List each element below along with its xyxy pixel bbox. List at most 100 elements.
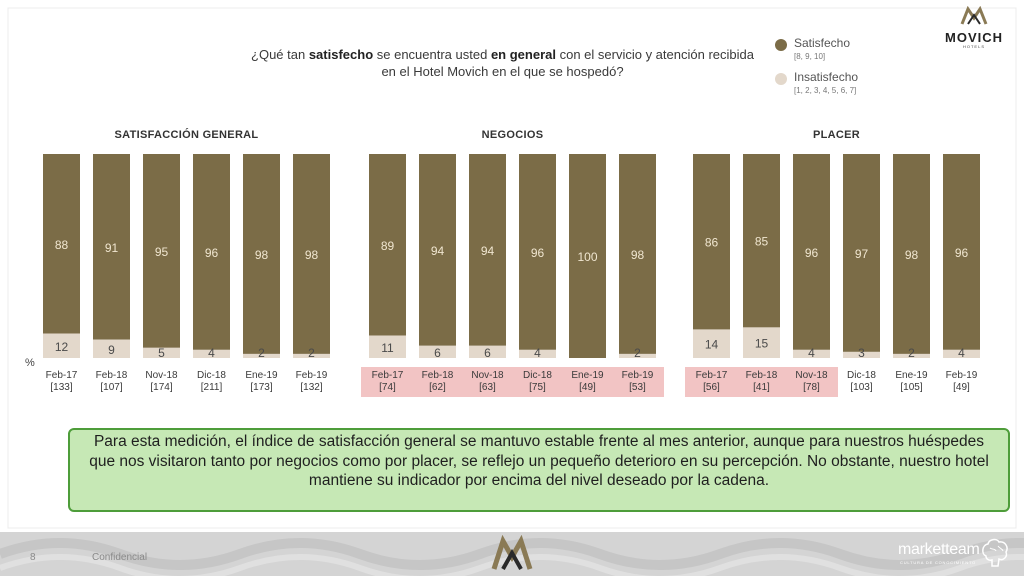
question-bold-2: en general xyxy=(490,47,556,62)
base-label-negocios-feb-19: [53] xyxy=(629,382,646,393)
value-label-unsatisfied-satisfaccion-general-feb-19: 2 xyxy=(308,346,315,360)
category-label-placer-nov-18: Nov-18 xyxy=(795,370,828,381)
base-label-placer-feb-17: [56] xyxy=(703,382,720,393)
value-label-unsatisfied-satisfaccion-general-ene-19: 2 xyxy=(258,346,265,360)
bar-unsatisfied-satisfaccion-general-nov-18 xyxy=(143,347,180,358)
value-label-satisfied-negocios-feb-18: 94 xyxy=(431,244,445,258)
bar-satisfied-negocios-dic-18 xyxy=(519,154,556,350)
footer: 8 Confidencial marketteam CULTURA DE CON… xyxy=(0,532,1024,576)
bar-satisfied-placer-nov-18 xyxy=(793,154,830,350)
category-label-satisfaccion-general-feb-18: Feb-18 xyxy=(96,370,128,381)
logo-wordmark: MOVICH xyxy=(945,30,1003,45)
marketteam-brand: marketteam xyxy=(898,541,980,558)
bar-unsatisfied-placer-feb-18 xyxy=(743,327,780,358)
base-label-negocios-feb-17: [74] xyxy=(379,382,396,393)
bar-satisfied-negocios-feb-17 xyxy=(369,154,406,336)
category-label-negocios-nov-18: Nov-18 xyxy=(471,370,504,381)
value-label-unsatisfied-negocios-feb-18: 6 xyxy=(434,346,441,360)
legend-item-satisfied: Satisfecho [8, 9, 10] xyxy=(775,36,915,70)
value-label-unsatisfied-negocios-dic-18: 4 xyxy=(534,346,541,360)
question-part-2: se encuentra usted xyxy=(373,47,491,62)
value-label-satisfied-placer-feb-17: 86 xyxy=(705,236,719,250)
base-label-satisfaccion-general-feb-17: [133] xyxy=(50,382,72,393)
value-label-unsatisfied-negocios-feb-19: 2 xyxy=(634,346,641,360)
value-label-unsatisfied-negocios-feb-17: 11 xyxy=(381,341,394,355)
base-label-satisfaccion-general-feb-18: [107] xyxy=(100,382,122,393)
base-label-negocios-nov-18: [63] xyxy=(479,382,496,393)
movich-logo: MOVICH HOTELS xyxy=(943,5,1005,50)
value-label-satisfied-satisfaccion-general-feb-19: 98 xyxy=(305,248,319,262)
bar-satisfied-satisfaccion-general-ene-19 xyxy=(243,154,280,354)
legend-item-unsatisfied: Insatisfecho [1, 2, 3, 4, 5, 6, 7] xyxy=(775,70,915,104)
page-number: 8 xyxy=(30,552,36,563)
value-label-unsatisfied-satisfaccion-general-dic-18: 4 xyxy=(208,346,215,360)
bar-satisfied-negocios-nov-18 xyxy=(469,154,506,346)
bar-satisfied-placer-dic-18 xyxy=(843,154,880,352)
chart-legend: Satisfecho [8, 9, 10] Insatisfecho [1, 2… xyxy=(775,36,915,104)
category-label-placer-dic-18: Dic-18 xyxy=(847,370,876,381)
value-label-satisfied-satisfaccion-general-feb-17: 88 xyxy=(55,238,69,252)
value-label-unsatisfied-placer-feb-19: 4 xyxy=(958,346,965,360)
bar-satisfied-negocios-feb-19 xyxy=(619,154,656,354)
value-label-satisfied-satisfaccion-general-feb-18: 91 xyxy=(105,241,119,255)
bar-satisfied-satisfaccion-general-nov-18 xyxy=(143,154,180,348)
bar-satisfied-placer-feb-18 xyxy=(743,154,780,328)
bar-unsatisfied-satisfaccion-general-feb-18 xyxy=(93,339,130,358)
category-label-placer-feb-18: Feb-18 xyxy=(746,370,778,381)
question-part-1: ¿Qué tan xyxy=(251,47,309,62)
movich-mark-icon xyxy=(960,5,988,25)
bar-satisfied-placer-feb-17 xyxy=(693,154,730,330)
base-label-negocios-ene-19: [49] xyxy=(579,382,596,393)
value-label-satisfied-negocios-ene-19: 100 xyxy=(577,250,597,264)
value-label-unsatisfied-satisfaccion-general-feb-17: 12 xyxy=(55,340,69,354)
chart-title-negocios: NEGOCIOS xyxy=(482,129,544,141)
chart-title-satisfaccion-general: SATISFACCIÓN GENERAL xyxy=(115,128,259,141)
bar-satisfied-negocios-feb-18 xyxy=(419,154,456,346)
category-label-satisfaccion-general-feb-19: Feb-19 xyxy=(296,370,328,381)
value-label-satisfied-placer-feb-19: 96 xyxy=(955,246,969,260)
base-label-satisfaccion-general-ene-19: [173] xyxy=(250,382,272,393)
bar-satisfied-satisfaccion-general-feb-17 xyxy=(43,154,80,334)
value-label-satisfied-placer-nov-18: 96 xyxy=(805,246,819,260)
category-label-negocios-feb-18: Feb-18 xyxy=(422,370,454,381)
value-label-satisfied-placer-ene-19: 98 xyxy=(905,248,919,262)
value-label-satisfied-satisfaccion-general-ene-19: 98 xyxy=(255,248,269,262)
base-label-negocios-feb-18: [62] xyxy=(429,382,446,393)
category-label-negocios-feb-17: Feb-17 xyxy=(372,370,404,381)
bar-unsatisfied-satisfaccion-general-feb-17 xyxy=(43,333,80,358)
bar-unsatisfied-placer-nov-18 xyxy=(793,349,830,358)
satisfaction-charts: SATISFACCIÓN GENERAL%8812Feb-17[133]919F… xyxy=(25,128,980,397)
bar-unsatisfied-negocios-nov-18 xyxy=(469,345,506,358)
base-label-placer-feb-19: [49] xyxy=(953,382,970,393)
brain-icon xyxy=(982,538,1008,567)
base-label-satisfaccion-general-nov-18: [174] xyxy=(150,382,172,393)
legend-label-unsatisfied: Insatisfecho xyxy=(794,70,859,84)
bar-satisfied-negocios-ene-19 xyxy=(569,154,606,358)
value-label-satisfied-satisfaccion-general-dic-18: 96 xyxy=(205,246,219,260)
bar-unsatisfied-placer-dic-18 xyxy=(843,351,880,358)
legend-label-satisfied: Satisfecho xyxy=(794,36,851,50)
bar-unsatisfied-negocios-dic-18 xyxy=(519,349,556,358)
legend-range-unsatisfied: [1, 2, 3, 4, 5, 6, 7] xyxy=(794,86,857,95)
category-label-satisfaccion-general-dic-18: Dic-18 xyxy=(197,370,226,381)
category-label-placer-feb-19: Feb-19 xyxy=(946,370,978,381)
legend-swatch-unsatisfied xyxy=(775,73,787,85)
value-label-unsatisfied-placer-feb-18: 15 xyxy=(755,337,769,351)
category-label-negocios-dic-18: Dic-18 xyxy=(523,370,552,381)
question-bold-1: satisfecho xyxy=(308,47,374,62)
unit-label-satisfaccion-general: % xyxy=(25,357,35,369)
value-label-satisfied-negocios-feb-17: 89 xyxy=(381,239,395,253)
category-label-negocios-feb-19: Feb-19 xyxy=(622,370,654,381)
base-label-satisfaccion-general-feb-19: [132] xyxy=(300,382,322,393)
value-label-satisfied-negocios-nov-18: 94 xyxy=(481,244,495,258)
value-label-unsatisfied-placer-ene-19: 2 xyxy=(908,346,915,360)
category-label-placer-feb-17: Feb-17 xyxy=(696,370,728,381)
value-label-unsatisfied-placer-feb-17: 14 xyxy=(705,338,719,352)
value-label-satisfied-satisfaccion-general-nov-18: 95 xyxy=(155,245,169,259)
legend-swatch-satisfied xyxy=(775,39,787,51)
bar-satisfied-satisfaccion-general-feb-19 xyxy=(293,154,330,354)
base-label-placer-feb-18: [41] xyxy=(753,382,770,393)
footer-pattern xyxy=(0,538,1024,576)
logo-subtitle: HOTELS xyxy=(962,44,985,49)
value-label-unsatisfied-placer-dic-18: 3 xyxy=(858,346,865,360)
